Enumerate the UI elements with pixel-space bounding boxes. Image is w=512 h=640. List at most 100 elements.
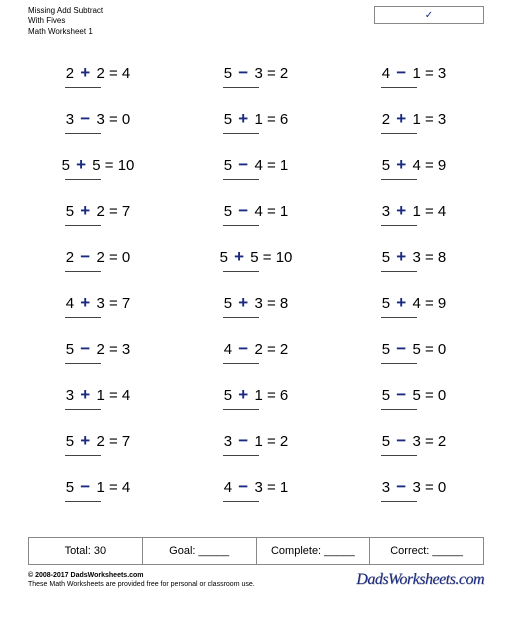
result: 2: [280, 433, 288, 450]
operand-a: 3: [224, 433, 232, 450]
operand-b: 2: [96, 203, 104, 220]
operator: −: [236, 63, 250, 83]
result: 0: [122, 111, 130, 128]
operand-b: 2: [96, 341, 104, 358]
problem: 3 + 1 = 4: [43, 385, 153, 427]
operator: −: [394, 477, 408, 497]
operator: −: [394, 63, 408, 83]
operand-a: 3: [382, 203, 390, 220]
operand-b: 3: [412, 479, 420, 496]
operand-a: 4: [382, 65, 390, 82]
operand-b: 5: [412, 341, 420, 358]
column-1: 2 + 2 = 43 − 3 = 05 + 5 = 10 5 + 2 = 7 2 −…: [43, 63, 153, 519]
result: 4: [122, 65, 130, 82]
answer-blank: [381, 455, 417, 456]
answer-blank: [381, 179, 417, 180]
problem: 5 − 1 = 4: [43, 477, 153, 519]
operand-b: 3: [96, 111, 104, 128]
problem: 3 + 1 = 4: [359, 201, 469, 243]
problem: 2 + 1 = 3: [359, 109, 469, 151]
problem: 5 + 3 = 8: [359, 247, 469, 289]
operand-a: 5: [224, 111, 232, 128]
problem: 5 + 4 = 9: [359, 155, 469, 197]
operand-a: 2: [66, 65, 74, 82]
operand-b: 1: [254, 387, 262, 404]
answer-blank: [223, 317, 259, 318]
operand-a: 4: [66, 295, 74, 312]
result: 4: [122, 479, 130, 496]
answer-blank: [223, 225, 259, 226]
operand-b: 1: [96, 479, 104, 496]
answer-blank: [65, 363, 101, 364]
problem: 2 + 2 = 4: [43, 63, 153, 105]
answer-blank: [223, 271, 259, 272]
problem: 5 + 5 = 10: [201, 247, 311, 289]
problem: 5 + 2 = 7: [43, 431, 153, 473]
answer-blank: [381, 409, 417, 410]
result: 7: [122, 433, 130, 450]
answer-blank: [381, 317, 417, 318]
operator: +: [78, 431, 92, 451]
result: 7: [122, 295, 130, 312]
result: 3: [122, 341, 130, 358]
operator: −: [236, 339, 250, 359]
problem: 3 − 3 = 0: [43, 109, 153, 151]
operand-b: 1: [412, 203, 420, 220]
result: 6: [280, 111, 288, 128]
operand-a: 4: [224, 479, 232, 496]
problem: 5 + 5 = 10: [43, 155, 153, 197]
result: 8: [438, 249, 446, 266]
operand-a: 5: [224, 157, 232, 174]
answer-blank: [223, 455, 259, 456]
operand-a: 3: [382, 479, 390, 496]
copyright-line: © 2008-2017 DadsWorksheets.com: [28, 571, 255, 580]
operand-b: 2: [96, 65, 104, 82]
problem: 3 − 3 = 0: [359, 477, 469, 519]
answer-blank: [223, 87, 259, 88]
footer-note: These Math Worksheets are provided free …: [28, 580, 255, 589]
result: 0: [122, 249, 130, 266]
problem: 4 − 1 = 3: [359, 63, 469, 105]
result: 9: [438, 295, 446, 312]
answer-blank: [381, 87, 417, 88]
operand-a: 5: [382, 295, 390, 312]
answer-blank: [65, 501, 101, 502]
operand-b: 1: [412, 111, 420, 128]
operator: −: [78, 477, 92, 497]
problem: 4 + 3 = 7: [43, 293, 153, 335]
result: 2: [438, 433, 446, 450]
result: 0: [438, 341, 446, 358]
result: 2: [280, 341, 288, 358]
operand-b: 5: [412, 387, 420, 404]
result: 3: [438, 65, 446, 82]
operand-b: 3: [254, 479, 262, 496]
operator: −: [236, 201, 250, 221]
result: 0: [438, 479, 446, 496]
problems-grid: 2 + 2 = 43 − 3 = 05 + 5 = 105 + 2 = 72 −…: [0, 37, 512, 537]
operator: +: [394, 293, 408, 313]
footer: © 2008-2017 DadsWorksheets.com These Mat…: [28, 571, 484, 589]
answer-blank: [65, 455, 101, 456]
operand-a: 3: [66, 387, 74, 404]
header: Missing Add Subtract With Fives Math Wor…: [0, 0, 512, 37]
problem: 4 − 3 = 1: [201, 477, 311, 519]
operator: −: [394, 339, 408, 359]
operand-b: 2: [96, 249, 104, 266]
operand-a: 5: [224, 203, 232, 220]
result: 4: [438, 203, 446, 220]
operand-a: 5: [224, 65, 232, 82]
operand-a: 3: [66, 111, 74, 128]
operand-a: 5: [382, 157, 390, 174]
result: 7: [122, 203, 130, 220]
operand-b: 2: [254, 341, 262, 358]
operand-a: 5: [382, 387, 390, 404]
result: 10: [118, 157, 135, 174]
result: 1: [280, 479, 288, 496]
operand-b: 4: [412, 157, 420, 174]
problem: 4 − 2 = 2: [201, 339, 311, 381]
problem: 5 + 4 = 9: [359, 293, 469, 335]
operator: −: [394, 431, 408, 451]
operand-a: 2: [66, 249, 74, 266]
problem: 5 − 5 = 0: [359, 385, 469, 427]
operand-b: 1: [412, 65, 420, 82]
